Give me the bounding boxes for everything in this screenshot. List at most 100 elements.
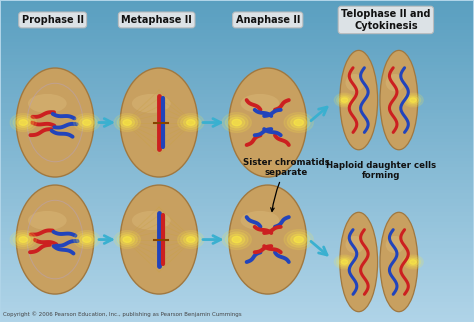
- Circle shape: [337, 95, 353, 106]
- Bar: [0, 260, 474, 264]
- Bar: [0, 167, 474, 171]
- Circle shape: [123, 120, 131, 125]
- Bar: [0, 248, 474, 251]
- Bar: [0, 238, 474, 241]
- Circle shape: [337, 257, 353, 267]
- Bar: [0, 58, 474, 62]
- Bar: [0, 94, 474, 97]
- Circle shape: [225, 232, 248, 247]
- Bar: [0, 283, 474, 286]
- Bar: [0, 123, 474, 126]
- Circle shape: [117, 232, 137, 246]
- Bar: [0, 299, 474, 302]
- Ellipse shape: [16, 68, 94, 177]
- Bar: [0, 14, 474, 17]
- Circle shape: [410, 98, 416, 102]
- Bar: [0, 135, 474, 138]
- Ellipse shape: [346, 74, 365, 91]
- Bar: [0, 119, 474, 123]
- Ellipse shape: [16, 185, 94, 294]
- Bar: [0, 110, 474, 113]
- Bar: [0, 17, 474, 20]
- Bar: [0, 7, 474, 10]
- Circle shape: [334, 93, 355, 107]
- Text: Prophase II: Prophase II: [22, 15, 84, 25]
- Circle shape: [13, 232, 34, 246]
- Circle shape: [120, 235, 135, 244]
- Bar: [0, 129, 474, 132]
- Circle shape: [287, 115, 310, 130]
- Circle shape: [339, 96, 350, 104]
- Ellipse shape: [346, 236, 365, 253]
- Circle shape: [114, 231, 140, 249]
- Circle shape: [339, 258, 350, 266]
- Bar: [0, 90, 474, 94]
- Bar: [0, 199, 474, 203]
- Bar: [0, 116, 474, 119]
- Circle shape: [73, 231, 100, 249]
- Bar: [0, 33, 474, 36]
- Circle shape: [294, 119, 303, 126]
- Bar: [0, 151, 474, 155]
- Circle shape: [287, 232, 310, 247]
- Circle shape: [294, 236, 303, 243]
- Bar: [0, 71, 474, 74]
- Ellipse shape: [120, 68, 198, 177]
- Bar: [0, 228, 474, 232]
- Circle shape: [73, 114, 100, 131]
- Bar: [0, 4, 474, 7]
- Circle shape: [405, 95, 421, 106]
- Circle shape: [183, 118, 198, 128]
- Circle shape: [403, 255, 423, 269]
- Circle shape: [13, 116, 34, 129]
- Bar: [0, 180, 474, 184]
- Circle shape: [10, 114, 36, 131]
- Circle shape: [232, 119, 241, 126]
- Circle shape: [405, 257, 421, 267]
- Bar: [0, 203, 474, 206]
- Bar: [0, 84, 474, 87]
- Bar: [0, 20, 474, 23]
- Text: Metaphase II: Metaphase II: [121, 15, 192, 25]
- Ellipse shape: [229, 68, 307, 177]
- Bar: [0, 244, 474, 248]
- Bar: [0, 184, 474, 187]
- Bar: [0, 164, 474, 167]
- Circle shape: [77, 116, 97, 129]
- Ellipse shape: [132, 94, 171, 113]
- Bar: [0, 196, 474, 199]
- Ellipse shape: [28, 94, 67, 113]
- Circle shape: [341, 98, 348, 102]
- Circle shape: [82, 237, 91, 242]
- Bar: [0, 305, 474, 308]
- Bar: [0, 43, 474, 46]
- Bar: [0, 39, 474, 43]
- Bar: [0, 132, 474, 135]
- Text: Copyright © 2006 Pearson Education, Inc., publishing as Pearson Benjamin Cumming: Copyright © 2006 Pearson Education, Inc.…: [3, 312, 242, 317]
- Circle shape: [222, 230, 251, 250]
- Circle shape: [222, 113, 251, 132]
- Circle shape: [341, 260, 348, 264]
- Bar: [0, 148, 474, 151]
- Circle shape: [291, 117, 307, 128]
- Ellipse shape: [386, 74, 404, 91]
- Bar: [0, 49, 474, 52]
- Bar: [0, 315, 474, 318]
- Bar: [0, 292, 474, 296]
- Ellipse shape: [386, 236, 404, 253]
- Bar: [0, 158, 474, 161]
- Bar: [0, 289, 474, 292]
- Circle shape: [120, 118, 135, 128]
- Circle shape: [408, 96, 419, 104]
- Ellipse shape: [380, 50, 418, 150]
- Circle shape: [408, 258, 419, 266]
- Circle shape: [82, 120, 91, 125]
- Bar: [0, 155, 474, 158]
- Circle shape: [19, 237, 27, 242]
- Circle shape: [183, 235, 198, 244]
- Bar: [0, 225, 474, 228]
- Bar: [0, 296, 474, 299]
- Bar: [0, 264, 474, 267]
- Bar: [0, 286, 474, 289]
- Bar: [0, 68, 474, 71]
